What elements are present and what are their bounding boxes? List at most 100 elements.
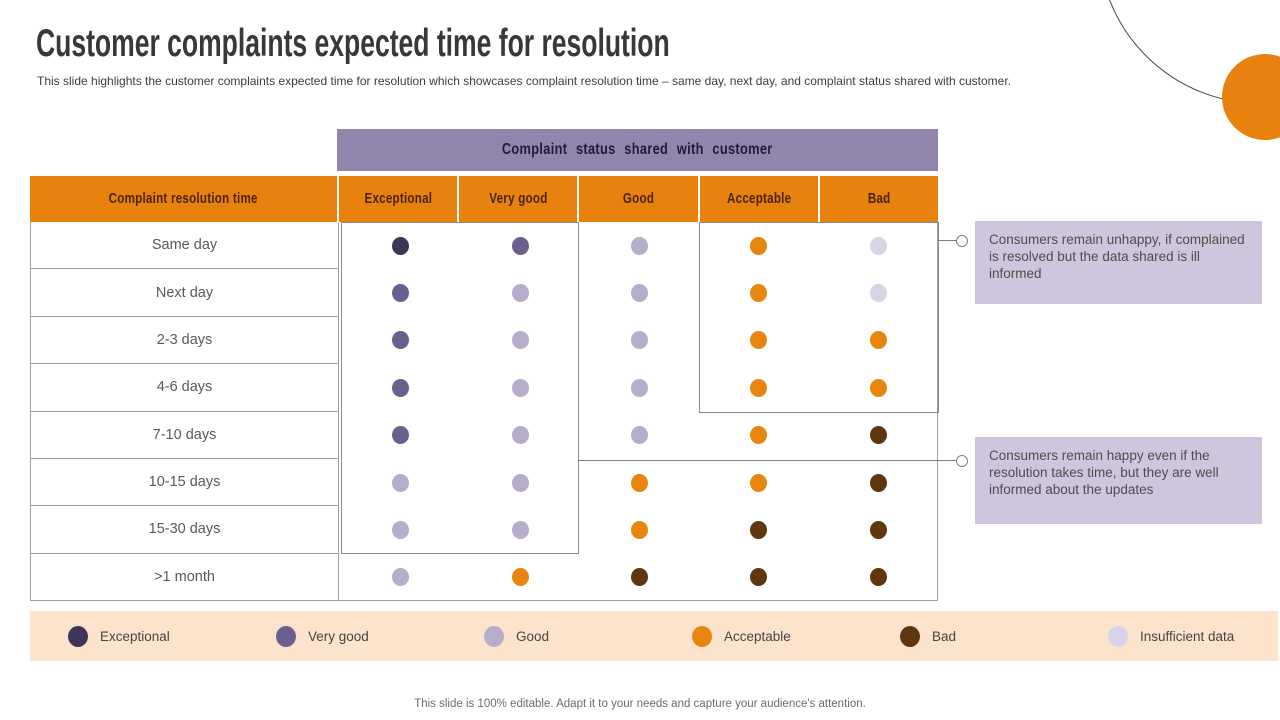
table-row: 7-10 days — [30, 411, 938, 459]
column-header-exceptional: Exceptional — [339, 176, 458, 222]
rating-cell — [580, 317, 699, 364]
legend-dot — [484, 625, 504, 647]
legend-item-bad: Bad — [862, 625, 1070, 647]
rating-dot — [750, 331, 768, 350]
rating-cell — [580, 554, 699, 601]
callout-1-connector-line — [938, 240, 957, 241]
highlight-rect-left-columns — [341, 222, 579, 554]
rating-dot — [869, 331, 887, 350]
rating-cell — [341, 269, 460, 316]
rating-dot — [869, 473, 887, 492]
rating-dot — [511, 568, 529, 587]
legend-label: Acceptable — [724, 628, 791, 644]
legend-label: Good — [516, 628, 550, 644]
rating-cell — [460, 269, 579, 316]
rating-cell — [819, 364, 938, 411]
row-label: 2-3 days — [30, 316, 339, 365]
column-header-bad: Bad — [819, 176, 939, 222]
table-banner-label: Complaint status shared with customer — [502, 141, 773, 158]
table-row: 4-6 days — [30, 364, 938, 412]
legend-label: Very good — [308, 628, 369, 644]
rating-cell — [580, 364, 699, 411]
legend-dot — [1108, 625, 1128, 647]
table-row: 2-3 days — [30, 316, 938, 365]
legend-dot — [692, 625, 712, 647]
rating-dot — [631, 426, 649, 445]
legend-item-insufficient-data: Insufficient data — [1070, 625, 1278, 647]
rating-cell — [580, 269, 699, 316]
legend-item-very-good: Very good — [238, 625, 446, 647]
callout-unhappy-text: Consumers remain unhappy, if complained … — [989, 232, 1245, 281]
callout-happy-text: Consumers remain happy even if the resol… — [989, 448, 1219, 497]
rating-cell — [819, 317, 938, 364]
callout-2-connector-dot — [956, 455, 968, 467]
column-header-label: Acceptable — [726, 191, 791, 207]
rating-cell — [580, 222, 699, 269]
column-header-label: Bad — [867, 191, 891, 207]
rating-cell — [699, 269, 818, 316]
rating-dot — [511, 236, 529, 255]
row-label: 4-6 days — [30, 364, 339, 412]
rating-cell — [580, 459, 699, 506]
rating-cell — [819, 222, 938, 269]
rating-dot — [869, 568, 887, 587]
rating-dot — [750, 473, 768, 492]
rating-dot — [511, 378, 529, 397]
rating-dot — [750, 568, 768, 587]
rating-dot — [750, 520, 768, 539]
rating-cell — [341, 412, 460, 459]
rating-cell — [460, 412, 579, 459]
rating-dot — [392, 426, 410, 445]
rating-cell — [580, 412, 699, 459]
rating-cell — [460, 459, 579, 506]
rating-cell — [819, 459, 938, 506]
row-label: >1 month — [30, 553, 339, 601]
callout-1-connector-dot — [956, 235, 968, 247]
rating-dot — [631, 520, 649, 539]
column-header-label: Good — [622, 191, 655, 207]
rating-dot — [392, 378, 410, 397]
rating-dot — [750, 236, 768, 255]
rating-dot — [869, 284, 887, 303]
rating-cell — [460, 364, 579, 411]
rating-dot — [631, 378, 649, 397]
rating-dot — [631, 236, 649, 255]
legend-label: Bad — [932, 628, 957, 644]
table-row: Next day — [30, 269, 938, 317]
rating-dot — [392, 284, 410, 303]
rating-dot — [511, 284, 529, 303]
rating-cell — [341, 317, 460, 364]
rating-dot — [392, 331, 410, 350]
rating-cell — [341, 506, 460, 553]
row-label: Next day — [30, 269, 339, 317]
rating-cell — [819, 506, 938, 553]
legend-dot — [900, 625, 920, 647]
table-bottom-border — [30, 600, 938, 601]
row-label: 7-10 days — [30, 411, 339, 459]
row-header-cell: Complaint resolution time — [30, 176, 337, 222]
legend-label: Exceptional — [100, 628, 170, 644]
rating-dot — [392, 520, 410, 539]
rating-dot — [392, 473, 410, 492]
rating-dot — [392, 236, 410, 255]
rating-dot — [631, 568, 649, 587]
row-label: 15-30 days — [30, 506, 339, 554]
rating-dot — [511, 426, 529, 445]
rating-dot — [869, 236, 887, 255]
rating-cell — [341, 222, 460, 269]
column-header-acceptable: Acceptable — [699, 176, 818, 222]
rating-dot — [511, 473, 529, 492]
rating-dot — [631, 473, 649, 492]
legend-dot — [276, 625, 296, 647]
footer-note: This slide is 100% editable. Adapt it to… — [414, 698, 866, 710]
callout-happy: Consumers remain happy even if the resol… — [975, 437, 1262, 524]
table-row: 10-15 days — [30, 458, 938, 507]
rating-dot — [750, 284, 768, 303]
column-header-very-good: Very good — [459, 176, 578, 222]
rating-cell — [699, 412, 818, 459]
table-row: 15-30 days — [30, 506, 938, 554]
legend-item-exceptional: Exceptional — [30, 625, 238, 647]
page-title: Customer complaints expected time for re… — [36, 22, 670, 65]
rating-cell — [460, 317, 579, 364]
